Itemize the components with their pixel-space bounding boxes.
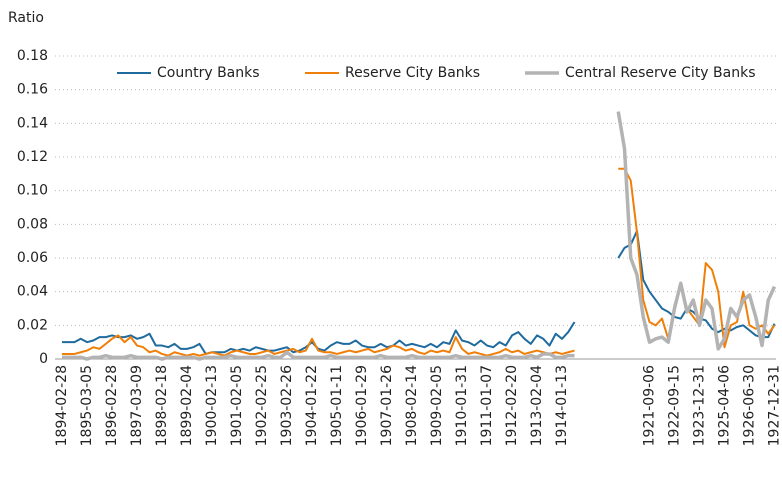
x-tick-label: 1898-02-18 bbox=[154, 365, 170, 446]
x-tick-label: 1925-04-06 bbox=[717, 365, 733, 446]
x-tick-label: 1894-02-28 bbox=[54, 365, 70, 446]
y-tick-label: 0.16 bbox=[17, 82, 48, 98]
x-tick-label: 1908-02-14 bbox=[404, 365, 420, 446]
x-tick-label: 1914-01-13 bbox=[554, 365, 570, 446]
y-tick-label: 0.08 bbox=[17, 216, 48, 232]
series-line bbox=[62, 111, 777, 361]
x-tick-label: 1910-01-31 bbox=[454, 365, 470, 446]
legend-label: Reserve City Banks bbox=[345, 65, 480, 81]
y-axis-label: Ratio bbox=[8, 10, 44, 26]
x-tick-label: 1904-01-22 bbox=[304, 365, 320, 446]
x-tick-label: 1923-12-31 bbox=[692, 365, 708, 446]
x-tick-label: 1921-09-06 bbox=[642, 365, 658, 446]
legend-label: Central Reserve City Banks bbox=[565, 65, 756, 81]
series-line bbox=[62, 167, 776, 357]
x-tick-label: 1901-02-05 bbox=[229, 365, 245, 446]
x-tick-label: 1926-06-30 bbox=[742, 365, 758, 446]
x-tick-label: 1899-02-04 bbox=[179, 365, 195, 446]
x-tick-label: 1896-02-28 bbox=[104, 365, 120, 446]
x-tick-label: 1913-02-04 bbox=[529, 365, 545, 446]
y-tick-label: 0.02 bbox=[17, 317, 48, 333]
y-tick-label: 0.18 bbox=[17, 48, 48, 64]
x-tick-label: 1902-02-25 bbox=[254, 365, 270, 446]
x-tick-label: 1927-12-31 bbox=[767, 365, 782, 446]
x-tick-label: 1895-03-05 bbox=[79, 365, 95, 446]
x-tick-label: 1911-01-07 bbox=[479, 365, 495, 446]
x-tick-label: 1900-02-13 bbox=[204, 365, 220, 446]
y-tick-label: 0.14 bbox=[17, 115, 48, 131]
x-tick-label: 1909-02-05 bbox=[429, 365, 445, 446]
y-tick-label: 0 bbox=[39, 351, 48, 367]
y-tick-label: 0.12 bbox=[17, 149, 48, 165]
y-tick-label: 0.10 bbox=[17, 183, 48, 199]
y-tick-label: 0.04 bbox=[17, 284, 48, 300]
x-tick-label: 1907-01-26 bbox=[379, 365, 395, 446]
legend-label: Country Banks bbox=[157, 65, 260, 81]
x-tick-label: 1903-02-26 bbox=[279, 365, 295, 446]
x-tick-label: 1922-09-15 bbox=[667, 365, 683, 446]
y-tick-label: 0.06 bbox=[17, 250, 48, 266]
x-tick-label: 1906-01-29 bbox=[354, 365, 370, 446]
x-tick-label: 1897-03-09 bbox=[129, 365, 145, 446]
x-tick-label: 1905-01-11 bbox=[329, 365, 345, 446]
x-tick-label: 1912-02-20 bbox=[504, 365, 520, 446]
